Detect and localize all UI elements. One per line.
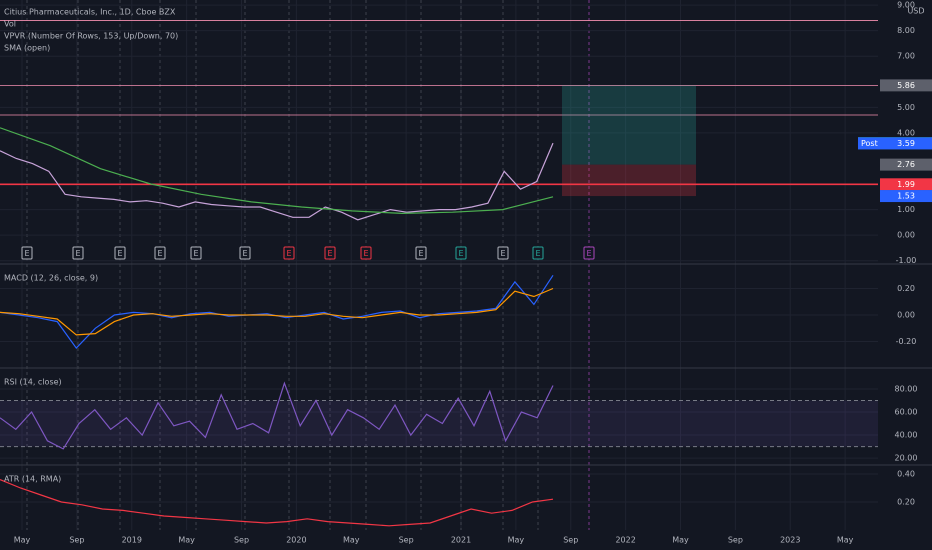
x-tick-label: May (178, 536, 195, 545)
y-tick-label: -1.00 (896, 256, 917, 265)
x-tick-label: Sep (728, 536, 743, 545)
earnings-marker (532, 246, 544, 260)
earnings-label: E (458, 249, 463, 258)
price-tag-value: 1.53 (897, 192, 915, 201)
rsi-band (0, 400, 878, 447)
earnings-marker (360, 246, 372, 260)
series-line (0, 127, 554, 215)
earnings-marker (415, 246, 427, 260)
x-tick-label: 2020 (286, 536, 306, 545)
y-tick-label: -0.20 (896, 337, 917, 346)
earnings-label: E (75, 249, 80, 258)
x-tick-label: May (508, 536, 525, 545)
earnings-label: E (286, 249, 291, 258)
y-tick-label: 80.00 (895, 385, 918, 394)
earnings-marker (21, 246, 33, 260)
y-tick-label: 9.00 (897, 1, 915, 10)
y-tick-label: 7.00 (897, 52, 915, 61)
x-tick-label: Sep (563, 536, 578, 545)
position-loss (562, 164, 696, 197)
series-line (0, 479, 554, 527)
unit-label: USD (907, 7, 924, 16)
y-tick-label: 40.00 (895, 431, 918, 440)
price-tag-name: Post (861, 139, 878, 148)
y-tick-label: 4.00 (897, 128, 915, 137)
price-tag (880, 79, 932, 92)
earnings-marker (190, 246, 202, 260)
price-tag-value: 3.59 (897, 139, 915, 148)
pane-title: RSI (14, close) (4, 378, 62, 387)
x-tick-label: May (343, 536, 360, 545)
price-tag-value: 2.76 (897, 160, 915, 169)
price-tag (880, 178, 932, 191)
earnings-marker (239, 246, 251, 260)
y-tick-label: 0.00 (897, 231, 915, 240)
earnings-marker (114, 246, 126, 260)
earnings-label: E (327, 249, 332, 258)
x-tick-label: Sep (399, 536, 414, 545)
price-tag (880, 158, 932, 171)
position-profit (562, 85, 696, 165)
x-tick-label: May (672, 536, 689, 545)
series-line (0, 287, 554, 336)
earnings-marker (583, 246, 595, 260)
x-tick-label: 2021 (451, 536, 471, 545)
earnings-label: E (242, 249, 247, 258)
earnings-marker (497, 246, 509, 260)
price-tag-value: 5.86 (897, 81, 915, 90)
series-line (0, 381, 554, 450)
pane-title: ATR (14, RMA) (4, 475, 61, 484)
y-tick-label: 1.00 (897, 205, 915, 214)
price-tag-value: 1.99 (897, 180, 915, 189)
earnings-label: E (193, 249, 198, 258)
earnings-label: E (363, 249, 368, 258)
x-tick-label: Sep (234, 536, 249, 545)
y-tick-label: 0.20 (897, 284, 915, 293)
y-tick-label: 0.40 (897, 470, 915, 479)
x-tick-label: 2022 (615, 536, 635, 545)
earnings-label: E (418, 249, 423, 258)
earnings-label: E (586, 249, 591, 258)
y-tick-label: 20.00 (895, 454, 918, 463)
series-line (0, 274, 554, 350)
x-tick-label: Sep (69, 536, 84, 545)
pane-title: Citius Pharmaceuticals, Inc., 1D, Cboe B… (4, 8, 176, 17)
x-tick-label: May (837, 536, 854, 545)
pane-title: MACD (12, 26, close, 9) (4, 274, 98, 283)
price-tag (858, 137, 932, 150)
x-tick-label: May (14, 536, 31, 545)
earnings-marker (72, 246, 84, 260)
x-tick-label: 2019 (122, 536, 142, 545)
price-tag (880, 190, 932, 203)
earnings-label: E (157, 249, 162, 258)
earnings-label: E (117, 249, 122, 258)
earnings-marker (324, 246, 336, 260)
earnings-label: E (500, 249, 505, 258)
series-line (0, 142, 554, 221)
earnings-label: E (535, 249, 540, 258)
legend-item: Vol (4, 20, 16, 29)
legend-item: SMA (open) (4, 44, 50, 53)
y-tick-label: 60.00 (895, 408, 918, 417)
x-tick-label: 2023 (780, 536, 800, 545)
earnings-marker (283, 246, 295, 260)
y-tick-label: 0.20 (897, 498, 915, 507)
y-tick-label: 0.00 (897, 311, 915, 320)
earnings-marker (455, 246, 467, 260)
earnings-label: E (24, 249, 29, 258)
earnings-marker (154, 246, 166, 260)
y-tick-label: 5.00 (897, 103, 915, 112)
legend-item: VPVR (Number Of Rows, 153, Up/Down, 70) (4, 32, 178, 41)
y-tick-label: 8.00 (897, 26, 915, 35)
